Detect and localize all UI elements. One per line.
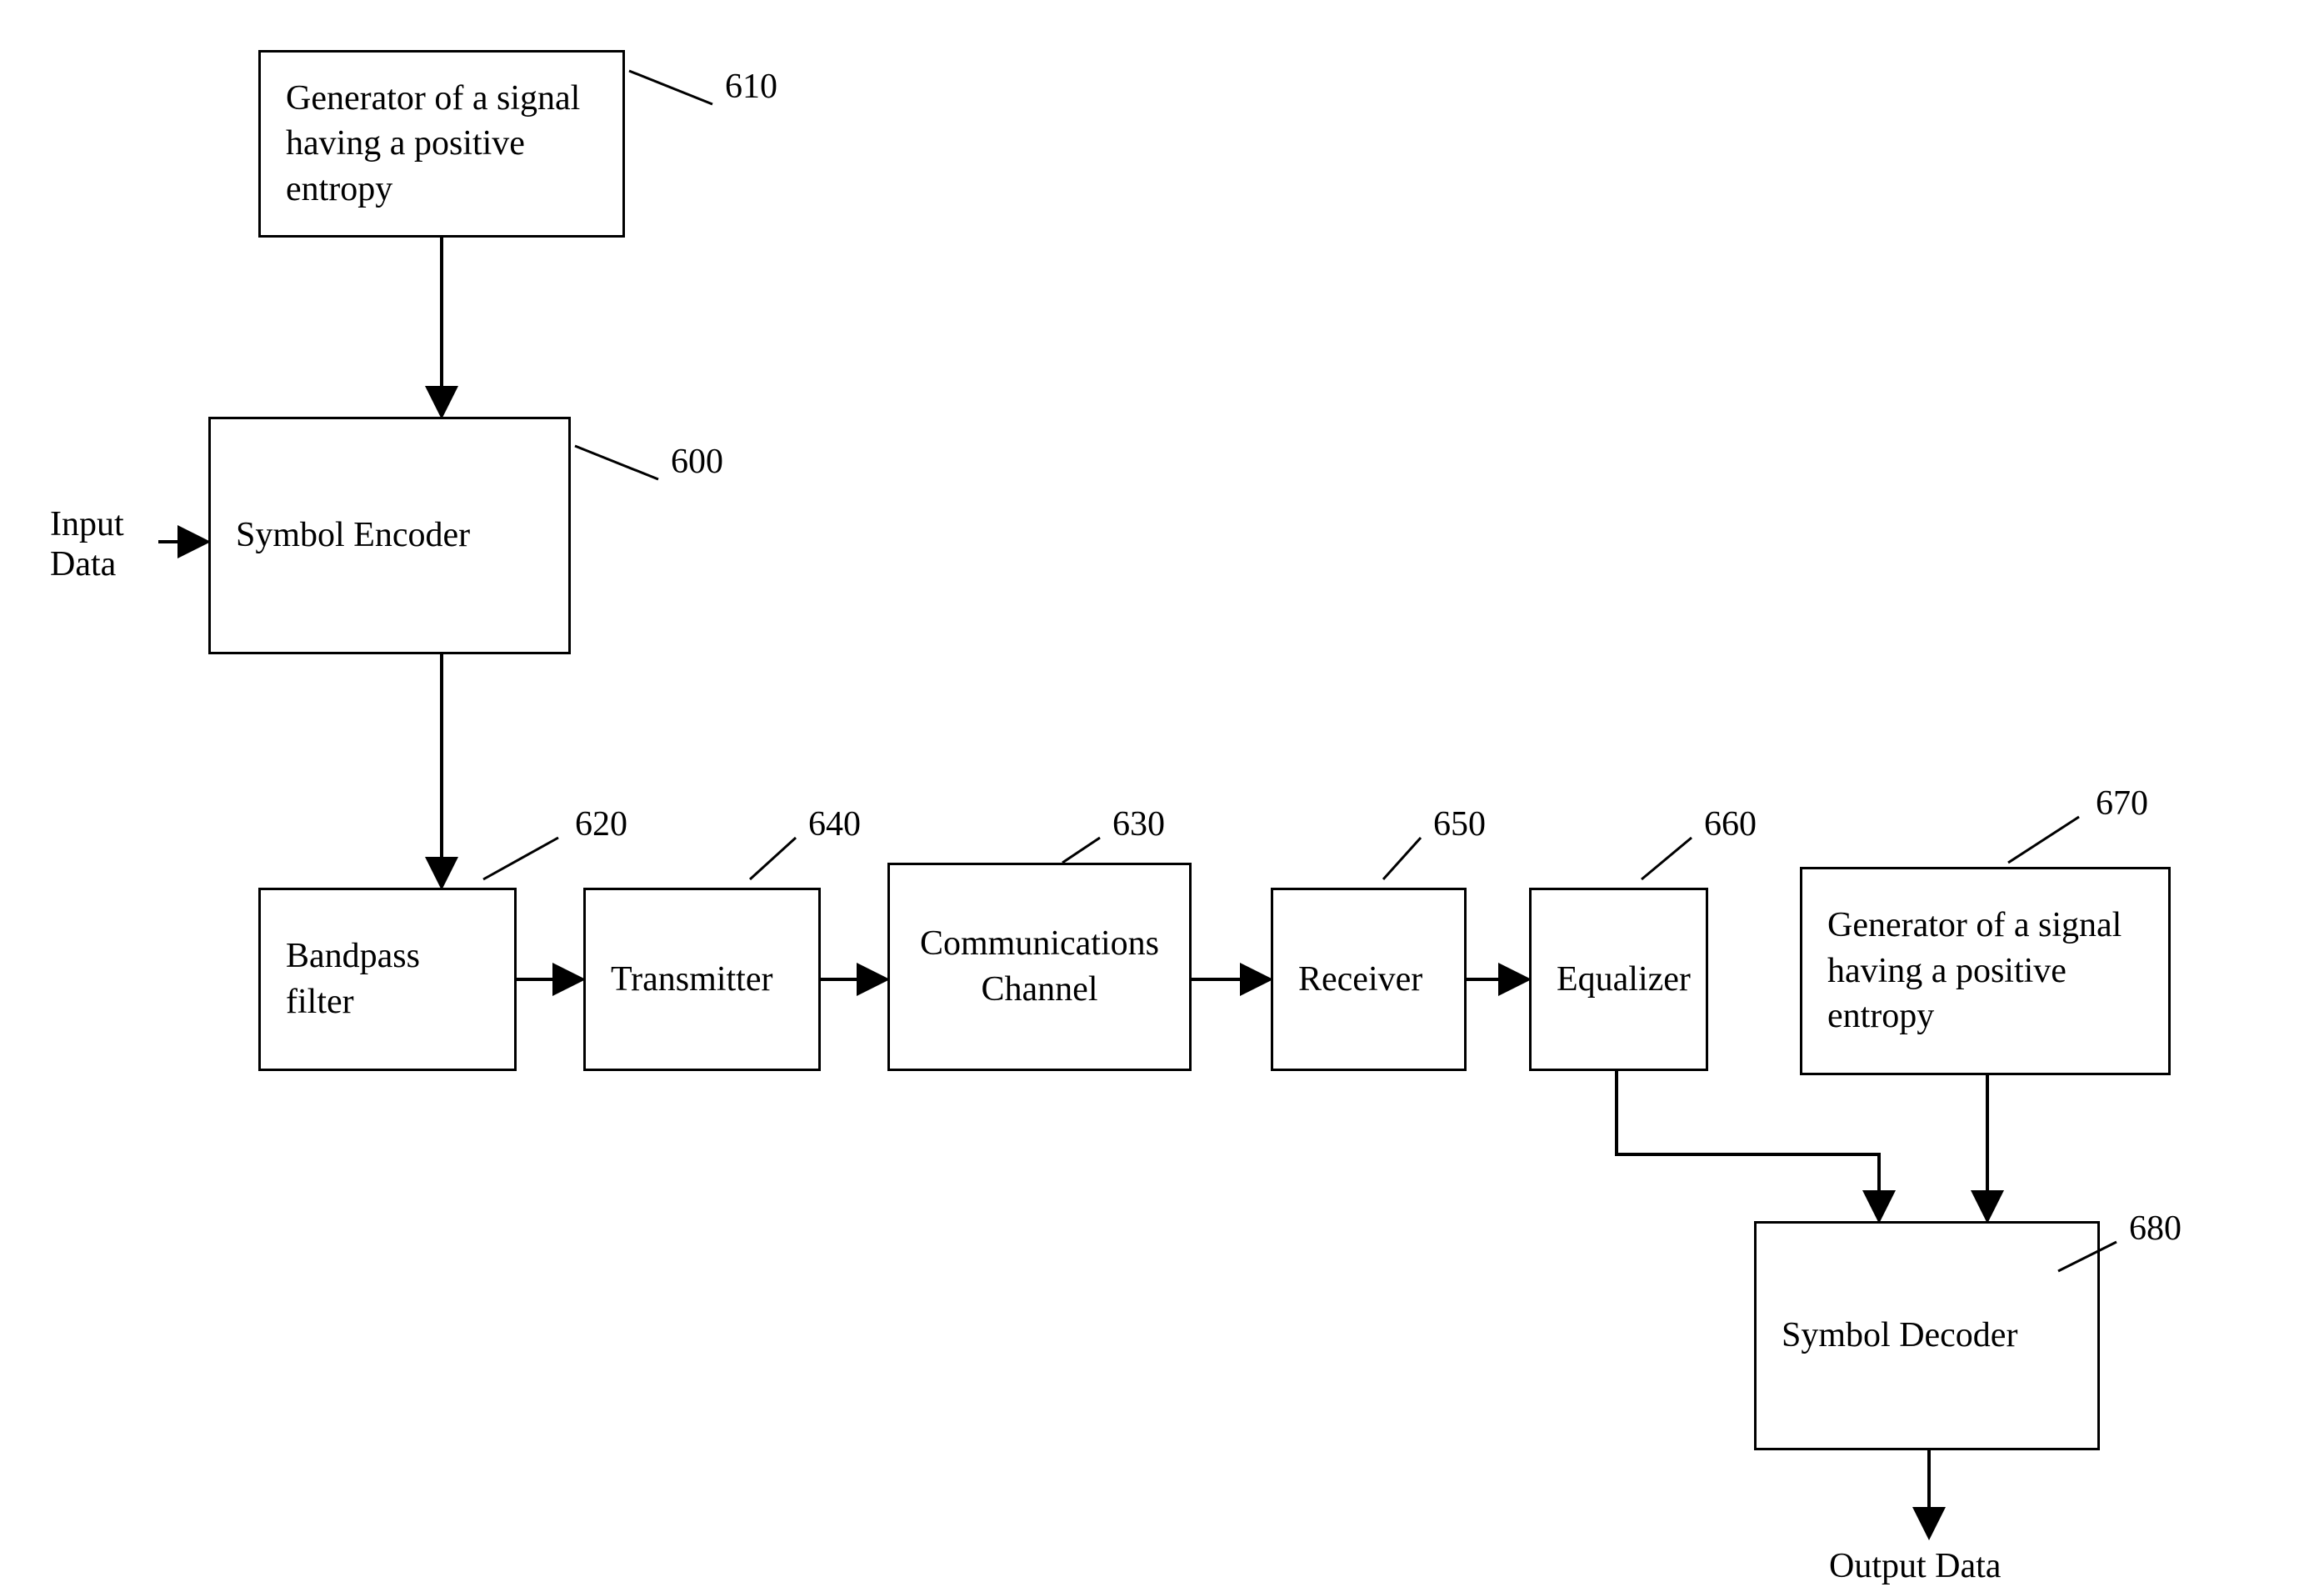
- equalizer-block: Equalizer: [1529, 888, 1708, 1071]
- generator1-block: Generator of a signal having a positive …: [258, 50, 625, 238]
- ref-620: 620: [575, 804, 627, 844]
- receiver-block: Receiver: [1271, 888, 1467, 1071]
- ref-680: 680: [2129, 1209, 2182, 1249]
- ref-670: 670: [2096, 783, 2148, 824]
- channel-label: Communications Channel: [915, 921, 1164, 1012]
- ref-610: 610: [725, 67, 777, 107]
- bandpass-label: Bandpass filter: [286, 934, 489, 1024]
- ref-600: 600: [671, 442, 723, 482]
- input-line2: Data: [50, 544, 124, 584]
- output-text: Output Data: [1829, 1547, 2001, 1585]
- generator2-block: Generator of a signal having a positive …: [1800, 867, 2171, 1075]
- input-data-label: Input Data: [50, 504, 124, 584]
- ref-630: 630: [1112, 804, 1165, 844]
- bandpass-block: Bandpass filter: [258, 888, 517, 1071]
- diagram-container: Generator of a signal having a positive …: [0, 0, 2324, 1587]
- transmitter-label: Transmitter: [611, 957, 772, 1003]
- encoder-label: Symbol Encoder: [236, 513, 470, 558]
- ref-640: 640: [808, 804, 861, 844]
- generator2-label: Generator of a signal having a positive …: [1827, 903, 2143, 1039]
- channel-block: Communications Channel: [887, 863, 1192, 1071]
- decoder-label: Symbol Decoder: [1782, 1313, 2017, 1359]
- equalizer-label: Equalizer: [1557, 957, 1691, 1003]
- encoder-block: Symbol Encoder: [208, 417, 571, 654]
- transmitter-block: Transmitter: [583, 888, 821, 1071]
- ref-660: 660: [1704, 804, 1757, 844]
- ref-650: 650: [1433, 804, 1486, 844]
- decoder-block: Symbol Decoder: [1754, 1221, 2100, 1450]
- output-data-label: Output Data: [1829, 1546, 2001, 1586]
- input-line1: Input: [50, 504, 124, 544]
- generator1-label: Generator of a signal having a positive …: [286, 76, 597, 213]
- receiver-label: Receiver: [1298, 957, 1422, 1003]
